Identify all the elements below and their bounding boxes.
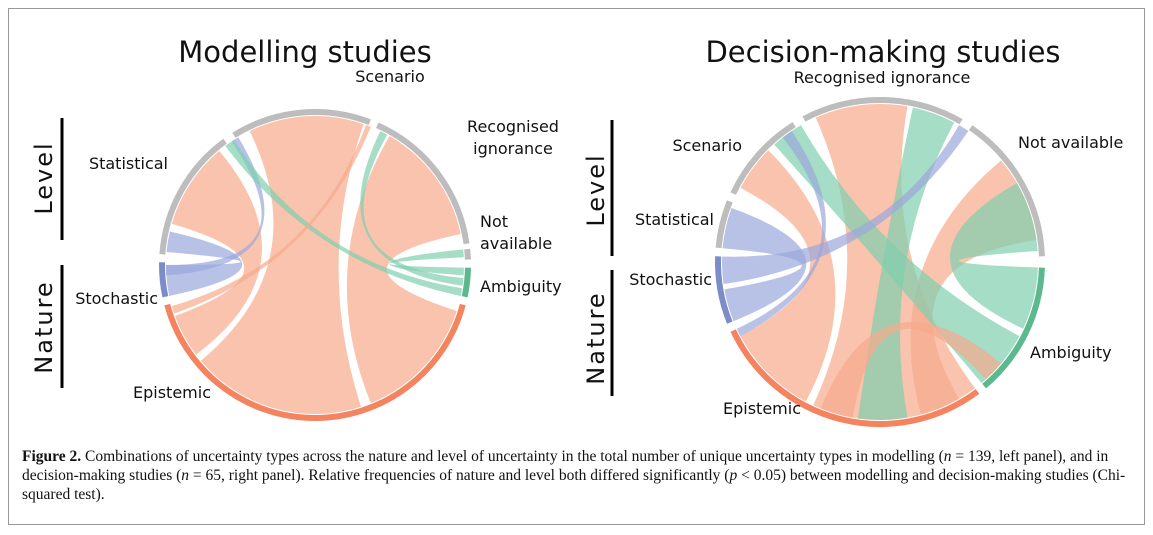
chord [389,249,464,276]
panel-title: Modelling studies [178,35,431,69]
group-label: Level [30,141,58,214]
segment-arc [159,262,169,298]
caption-text: Combinations of uncertainty types across… [81,448,944,465]
frame [8,8,1145,525]
segment-label: Statistical [89,154,168,173]
chord [171,150,262,355]
segment-label: Scenario [672,136,742,155]
segment-label: ignorance [473,139,553,158]
chord [858,107,955,420]
segment-label: Recognised [467,117,559,136]
segment-arc [802,97,963,125]
segment-label: Stochastic [629,270,712,289]
segment-label: Not [480,212,508,231]
segment-label: Scenario [355,67,425,86]
chord [740,150,836,402]
caption-text: = 65, right panel). Relative frequencies… [189,467,730,484]
segment-arc [461,267,471,298]
chord [722,125,969,284]
chords [159,97,1045,427]
segment-label: Stochastic [75,289,158,308]
segment-label: Epistemic [723,399,801,418]
segment-label: Ambiguity [480,277,562,296]
group-label: Level [582,153,610,226]
caption-text: < 0.05) between modelling and decision-m… [22,467,1126,503]
group-label: Nature [30,280,58,373]
chord [820,321,1002,418]
segment-label: Not available [1018,133,1123,152]
chord [736,131,826,337]
group-label: Nature [582,291,610,384]
segment-arc [164,303,466,421]
caption-var: n [181,467,190,484]
caption: Figure 2. Combinations of uncertainty ty… [22,447,1132,504]
chord [346,135,461,404]
segment-label: Recognised ignorance [794,68,971,87]
segment-arc [715,200,733,249]
caption-label: Figure 2. [22,448,82,465]
segment-arc [159,138,227,255]
segment-arc [968,125,1045,257]
segment-arc [730,122,796,195]
segment-label: Statistical [635,210,714,229]
chord [200,116,364,415]
segment-label: Epistemic [133,383,211,402]
chord [722,207,807,322]
segment-arc [715,256,733,324]
caption-var: p [729,467,738,484]
caption-text: = 139, left panel), and in decision-maki… [22,448,1109,484]
chord [949,183,1038,329]
segment-arc [376,122,470,245]
segment-arc [730,329,980,427]
segment-arc [464,248,471,260]
segment-label: available [480,234,552,253]
caption-var: n [943,448,952,465]
panel-title: Decision-making studies [705,35,1060,69]
segment-arc [232,109,371,138]
chord [166,231,243,296]
segment-label: Ambiguity [1030,343,1112,362]
segment-arc [982,267,1045,389]
